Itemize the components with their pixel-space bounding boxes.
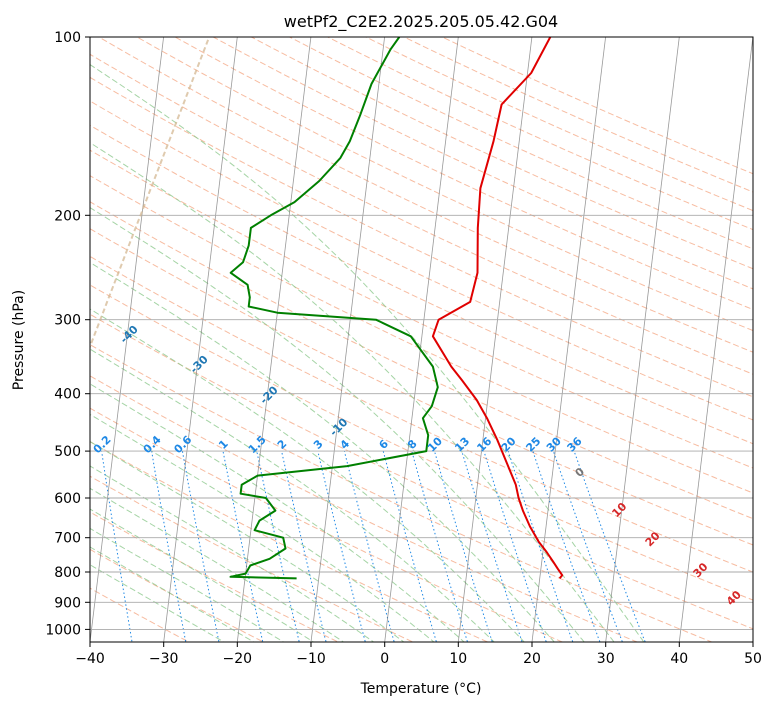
x-axis: −40 −30 −20 −10 0 10 20 30 40 50 — [75, 642, 762, 667]
dry-adiabat — [90, 475, 415, 642]
x-tick-label: −30 — [149, 651, 179, 667]
dry-adiabat — [97, 37, 753, 353]
mixing-ratio-line — [461, 450, 523, 642]
mixing-ratio-line — [222, 451, 264, 642]
dry-adiabat — [90, 149, 753, 469]
x-tick-label: −20 — [223, 651, 253, 667]
isotherm — [457, 37, 533, 642]
dry-adiabat — [90, 255, 753, 573]
mixing-ratio-lines — [101, 450, 646, 642]
isotherm — [90, 37, 164, 642]
x-tick-label: 40 — [670, 651, 688, 667]
dry-adiabat — [90, 100, 753, 421]
x-tick-label: 0 — [380, 651, 389, 667]
x-tick-label: −10 — [296, 651, 326, 667]
chart-title: wetPf2_C2E2.2025.205.05.42.G04 — [284, 12, 558, 32]
dewpoint-profile-line — [229, 37, 439, 580]
moist-adiabat — [90, 564, 226, 642]
y-tick-label: 700 — [54, 531, 81, 547]
dry-adiabat — [90, 441, 489, 642]
isotherm — [605, 37, 680, 642]
y-tick-label: 300 — [54, 313, 81, 329]
isotherm — [531, 37, 606, 642]
profile-series — [229, 37, 564, 580]
moist-adiabats — [90, 64, 645, 642]
y-tick-label: 1000 — [45, 622, 81, 638]
mixing-ratio-line — [101, 451, 133, 642]
moist-adiabat — [90, 207, 585, 642]
mixing-ratio-line — [382, 450, 437, 642]
isotherm — [310, 37, 385, 642]
moist-adiabat — [90, 383, 465, 642]
dry-adiabat — [90, 201, 753, 520]
moist-adiabat — [90, 440, 405, 642]
dry-adiabat — [135, 37, 753, 332]
isotherm — [236, 37, 312, 642]
moist-adiabat — [90, 308, 525, 642]
mixing-ratio-line — [256, 451, 300, 642]
x-tick-label: 30 — [597, 651, 615, 667]
dry-adiabat — [90, 548, 265, 642]
mixing-ratio-line — [507, 450, 574, 642]
dry-adiabat — [90, 511, 340, 642]
moist-adiabat — [90, 142, 615, 642]
y-tick-label: 800 — [54, 565, 81, 581]
plot-frame — [89, 36, 754, 643]
moist-adiabat — [90, 546, 255, 642]
x-tick-label: −40 — [75, 651, 105, 667]
mixing-ratio-line — [281, 450, 327, 642]
y-tick-label: 900 — [54, 595, 81, 611]
isotherms — [90, 37, 753, 642]
moist-adiabat — [90, 64, 645, 642]
y-tick-label: 200 — [54, 208, 81, 224]
x-tick-label: 20 — [523, 651, 541, 667]
y-tick-label: 600 — [54, 491, 81, 507]
mixing-ratio-line — [411, 450, 469, 642]
y-axis-label: Pressure (hPa) — [11, 290, 27, 390]
y-tick-label: 500 — [54, 444, 81, 460]
x-tick-label: 50 — [744, 651, 762, 667]
mixing-ratio-line — [483, 450, 547, 642]
x-axis-label: Temperature (°C) — [360, 681, 482, 697]
y-tick-label: 400 — [54, 387, 81, 403]
y-tick-label: 100 — [54, 30, 81, 46]
moist-adiabat — [90, 413, 435, 642]
dry-adiabat — [90, 228, 753, 546]
isotherm — [384, 37, 459, 642]
dry-adiabat — [90, 344, 714, 642]
y-axis: 100 200 300 400 500 600 700 800 900 1000 — [45, 30, 90, 638]
isotherm — [678, 37, 753, 642]
moist-adiabat — [90, 527, 285, 642]
dry-adiabat — [90, 313, 753, 630]
moist-adiabat — [90, 487, 345, 642]
mixing-ratio-line — [181, 451, 220, 642]
moist-adiabat — [90, 261, 555, 642]
mixing-ratio-line — [343, 450, 395, 642]
dry-adiabat — [90, 76, 753, 398]
mixing-ratio-line — [434, 450, 493, 642]
moist-adiabat — [90, 465, 375, 642]
dry-adiabat — [90, 375, 639, 642]
mixing-ratio-line — [151, 451, 187, 642]
plot-area: -100-90-80-70-60-50-40-30-20-100.10.20.4… — [90, 37, 753, 642]
isotherm — [163, 37, 238, 642]
dry-adiabat — [212, 37, 753, 290]
dry-adiabats — [90, 37, 753, 642]
x-tick-label: 10 — [449, 651, 467, 667]
temperature-profile-line — [431, 37, 564, 580]
